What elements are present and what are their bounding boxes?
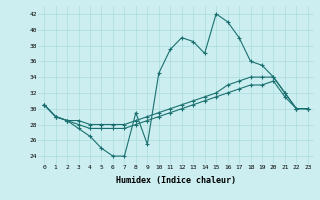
X-axis label: Humidex (Indice chaleur): Humidex (Indice chaleur) (116, 176, 236, 185)
